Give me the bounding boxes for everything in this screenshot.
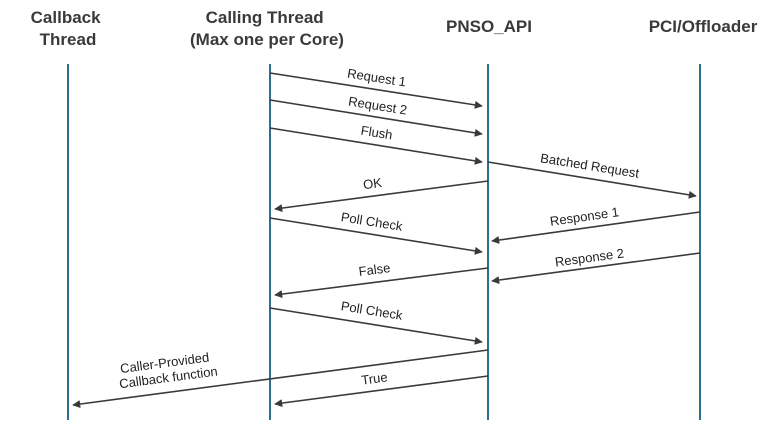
- participant-pnso-line-1: PNSO_API: [446, 17, 532, 36]
- message-false-arrow: [274, 267, 489, 299]
- message-request-2-arrow: [269, 99, 483, 137]
- message-ok-label: OK: [362, 175, 383, 192]
- message-false: False: [274, 260, 489, 299]
- message-response-2: Response 2: [491, 245, 701, 285]
- message-batched-request: Batched Request: [487, 150, 697, 199]
- participant-pnso-header: PNSO_API: [446, 17, 532, 36]
- message-true-label: True: [360, 369, 388, 387]
- participant-callback-header: Callback Thread: [31, 8, 106, 49]
- message-response-2-label: Response 2: [554, 245, 625, 269]
- message-batched-request-label: Batched Request: [539, 150, 640, 180]
- message-response-1: Response 1: [491, 204, 701, 244]
- message-ok: OK: [274, 175, 489, 213]
- participant-calling-header: Calling Thread (Max one per Core): [190, 8, 344, 49]
- message-poll-check-1-arrow: [269, 217, 483, 255]
- participant-calling-line-2: (Max one per Core): [190, 30, 344, 49]
- participant-pci-header: PCI/Offloader: [649, 17, 758, 36]
- message-poll-check-2-label: Poll Check: [340, 298, 404, 323]
- message-response-1-arrow: [491, 211, 701, 244]
- participant-calling-line-1: Calling Thread: [206, 8, 324, 27]
- message-false-label: False: [358, 260, 391, 279]
- message-response-2-arrow: [491, 252, 701, 285]
- message-poll-check-2-arrow: [269, 307, 483, 345]
- message-request-1-arrow: [269, 72, 483, 109]
- participant-callback-line-2: Thread: [40, 30, 97, 49]
- message-callback-function: Caller-Provided Callback function: [72, 349, 489, 409]
- message-flush: Flush: [269, 123, 483, 165]
- message-poll-check-2: Poll Check: [269, 298, 483, 345]
- message-batched-request-arrow: [487, 161, 697, 199]
- participant-callback-line-1: Callback: [31, 8, 101, 27]
- message-true-arrow: [274, 375, 489, 408]
- message-callback-function-label: Caller-Provided Callback function: [116, 349, 218, 392]
- message-poll-check-1: Poll Check: [269, 209, 483, 255]
- message-true: True: [274, 369, 489, 408]
- participant-pci-line-1: PCI/Offloader: [649, 17, 758, 36]
- message-flush-arrow: [269, 127, 483, 165]
- message-flush-label: Flush: [360, 123, 394, 143]
- message-ok-arrow: [274, 180, 489, 213]
- message-callback-function-arrow: [72, 349, 489, 409]
